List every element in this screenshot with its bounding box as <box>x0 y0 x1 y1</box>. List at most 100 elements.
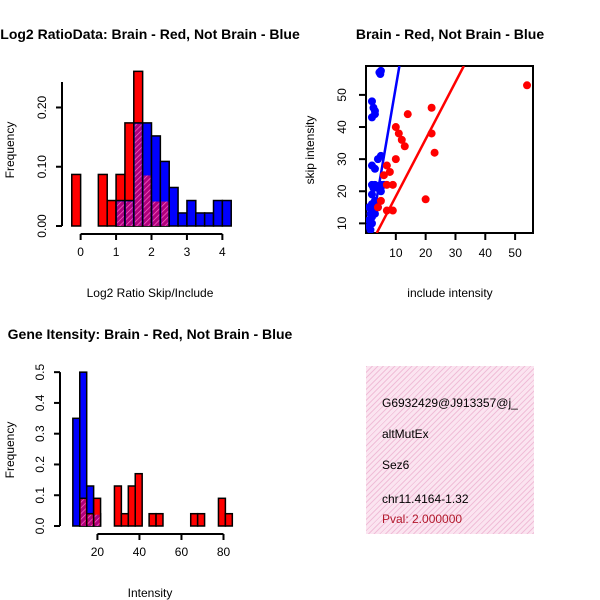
p3-bar-brain <box>224 512 234 527</box>
p3-y-tick-label: 0.3 <box>33 425 47 442</box>
p2-point-brain <box>427 103 436 112</box>
p2-point-brain <box>385 167 394 176</box>
p2-x-tick-label: 10 <box>389 246 403 260</box>
p2-point-brain <box>421 195 430 204</box>
p3-bar-brain <box>196 512 206 527</box>
p2-point-not-brain <box>367 97 376 106</box>
panel3-y-axis-label: Frequency <box>3 422 17 479</box>
p1-bar-overlap <box>134 123 142 226</box>
p2-point-not-brain <box>376 66 385 75</box>
p2-point-brain <box>388 180 397 189</box>
panel-gene-intensity-histogram: Gene Itensity: Brain - Red, Not Brain - … <box>3 326 293 600</box>
panel3-title: Gene Itensity: Brain - Red, Not Brain - … <box>8 326 293 342</box>
p1-bar-overlap <box>125 201 133 226</box>
p3-bar-brain <box>127 485 136 527</box>
p3-y-tick-label: 0.2 <box>33 456 47 473</box>
panel-intensity-scatter: Brain - Red, Not Brain - Blue 10 20 30 40 50… <box>303 26 544 300</box>
p2-point-not-brain <box>373 155 382 164</box>
p3-y-tick-label: 0.0 <box>33 517 47 534</box>
p2-point-brain <box>394 129 403 138</box>
p3-x-tick-label: 60 <box>175 545 189 559</box>
p1-y-tick-label: 0.00 <box>35 214 49 238</box>
panel2-x-axis-label: include intensity <box>407 286 492 300</box>
p1-bar-not-brain <box>203 212 215 227</box>
p1-y-tick-label: 0.20 <box>35 95 49 119</box>
p3-bar-brain <box>120 512 130 527</box>
p2-point-not-brain <box>370 164 379 173</box>
p1-x-tick-label: 4 <box>219 245 226 259</box>
p3-bar-brain <box>189 512 199 527</box>
p1-x-tick-label: 0 <box>77 245 84 259</box>
p2-y-tick-label: 10 <box>335 216 349 230</box>
p2-point-brain <box>430 148 439 157</box>
p3-bar-brain <box>155 512 164 527</box>
panel1-bars <box>71 70 232 227</box>
p2-point-not-brain <box>370 110 379 119</box>
p2-point-brain <box>391 123 400 132</box>
event-type-text: altMutEx <box>382 427 429 441</box>
p3-bar-overlap <box>80 499 86 526</box>
p1-bar-not-brain <box>195 212 206 227</box>
p1-bar-brain <box>71 173 82 227</box>
p1-bar-not-brain <box>168 186 179 227</box>
p2-point-brain <box>379 171 388 180</box>
panel3-x-axis-label: Intensity <box>128 586 173 600</box>
panel2-marks <box>366 66 532 233</box>
p1-bar-overlap <box>143 175 151 226</box>
p1-bar-brain <box>106 199 117 227</box>
p2-point-brain <box>382 180 391 189</box>
p3-bar-overlap <box>94 514 100 526</box>
p2-point-brain <box>391 155 400 164</box>
p1-bar-not-brain <box>177 212 188 227</box>
p2-fit-line-brain <box>375 66 465 233</box>
p3-y-tick-label: 0.1 <box>33 487 47 504</box>
p1-bar-overlap <box>152 201 160 226</box>
pval-text: Pval: 2.000000 <box>382 512 463 526</box>
p1-x-tick-label: 1 <box>113 245 120 259</box>
p3-x-tick-label: 80 <box>217 545 231 559</box>
p1-x-tick-label: 3 <box>184 245 191 259</box>
p2-y-tick-label: 50 <box>335 88 349 102</box>
panel3-bars <box>72 371 234 527</box>
panel2-title: Brain - Red, Not Brain - Blue <box>356 26 544 42</box>
panel2-y-axis-label: skip intensity <box>303 116 317 185</box>
p2-point-brain <box>373 203 382 212</box>
panel1-title: Log2 RatioData: Brain - Red, Not Brain -… <box>0 26 300 42</box>
p3-y-tick-label: 0.5 <box>33 363 47 380</box>
p2-x-tick-label: 30 <box>449 246 463 260</box>
location-text: chr11.4164-1.32 <box>382 492 469 506</box>
p3-y-tick-label: 0.4 <box>33 394 47 411</box>
p3-bar-brain <box>134 472 143 527</box>
event-id-text: G6932429@J913357@j_ <box>382 396 518 410</box>
p3-x-tick-label: 40 <box>133 545 147 559</box>
p3-bar-overlap <box>87 514 93 526</box>
panel2-axes: 10 20 30 40 50 10 20 30 40 50 <box>335 88 522 260</box>
panel1-axes: 0 1 2 3 4 0.00 0.10 0.20 <box>35 82 226 259</box>
p2-x-tick-label: 20 <box>419 246 433 260</box>
p2-point-not-brain <box>367 190 376 199</box>
p1-bar-not-brain <box>212 199 224 227</box>
p2-point-brain <box>397 135 406 144</box>
p3-bar-brain <box>148 512 157 527</box>
p2-y-tick-label: 40 <box>335 120 349 134</box>
p2-point-brain <box>400 142 409 151</box>
p1-bar-overlap <box>117 201 124 226</box>
panel-log2-ratio-histogram: Log2 RatioData: Brain - Red, Not Brain -… <box>0 26 300 300</box>
gene-name-text: Sez6 <box>382 458 410 472</box>
p3-bar-not-brain <box>72 417 81 527</box>
p2-point-brain <box>403 110 412 119</box>
p1-x-tick-label: 2 <box>148 245 155 259</box>
p1-bar-brain <box>97 173 108 227</box>
event-info-box: G6932429@J913357@j_ altMutEx Sez6 chr11.… <box>366 366 534 534</box>
p2-y-tick-label: 20 <box>335 184 349 198</box>
panel2-plot-box <box>365 65 534 234</box>
p2-point-brain <box>523 81 532 90</box>
p2-point-brain <box>376 196 385 205</box>
p1-bar-not-brain <box>186 199 197 227</box>
p3-x-tick-label: 20 <box>91 545 105 559</box>
p2-y-tick-label: 30 <box>335 152 349 166</box>
panel1-y-axis-label: Frequency <box>3 122 17 179</box>
p1-bar-overlap <box>161 201 169 226</box>
p3-bar-brain <box>113 485 123 527</box>
p1-y-tick-label: 0.10 <box>35 155 49 179</box>
